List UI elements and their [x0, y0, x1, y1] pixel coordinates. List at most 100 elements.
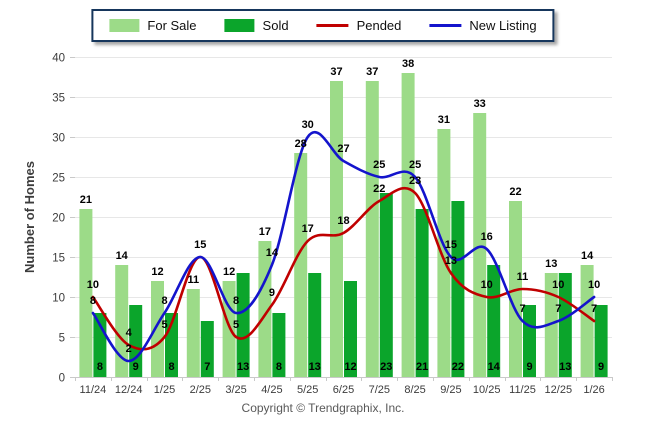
new-listing-value-label: 25	[409, 159, 421, 171]
bar-sold	[272, 313, 286, 377]
for-sale-value-label: 13	[545, 258, 557, 270]
new-listing-value-label: 15	[445, 239, 457, 251]
sold-value-label: 8	[168, 361, 174, 373]
x-tick-label: 12/24	[115, 384, 143, 396]
x-tick-label: 11/25	[509, 384, 536, 396]
x-tick-label: 7/25	[369, 384, 390, 396]
x-tick-label: 3/25	[225, 384, 246, 396]
sold-value-label: 12	[344, 361, 356, 373]
x-tick-label: 1/26	[583, 384, 604, 396]
pended-value-label: 9	[269, 287, 275, 299]
sold-value-label: 13	[237, 361, 249, 373]
bar-for-sale	[186, 289, 200, 377]
for-sale-value-label: 14	[116, 250, 129, 262]
legend-item-pended: Pended	[316, 18, 402, 33]
bar-sold	[344, 281, 357, 377]
y-tick-label: 10	[52, 293, 65, 305]
new-listing-value-label: 27	[337, 143, 349, 155]
bar-sold	[379, 193, 393, 377]
y-tick-label: 40	[52, 53, 65, 65]
x-tick-label: 10/25	[473, 384, 501, 396]
y-tick-label: 30	[52, 133, 65, 145]
bar-for-sale	[294, 153, 308, 377]
pended-value-label: 5	[161, 319, 167, 331]
x-tick-label: 9/25	[440, 384, 461, 396]
new-listing-value-label: 30	[302, 119, 314, 131]
for-sale-value-label: 21	[80, 194, 92, 206]
sold-value-label: 9	[526, 361, 532, 373]
y-tick-label: 5	[59, 333, 65, 345]
bar-for-sale	[473, 113, 487, 377]
x-tick-label: 4/25	[261, 384, 282, 396]
legend-label-pended: Pended	[356, 18, 402, 33]
y-tick-label: 20	[52, 213, 65, 225]
pended-value-label: 11	[517, 271, 529, 283]
new-listing-value-label: 10	[588, 279, 600, 291]
y-tick-label: 35	[52, 93, 65, 105]
for-sale-value-label: 17	[259, 226, 271, 238]
new-listing-value-label: 25	[373, 159, 385, 171]
pended-value-label: 18	[337, 215, 349, 227]
x-tick-label: 11/24	[80, 384, 107, 396]
bar-for-sale	[151, 281, 164, 377]
new-listing-value-label: 8	[161, 295, 167, 307]
new-listing-value-label: 8	[233, 295, 239, 307]
pended-value-label: 10	[552, 279, 564, 291]
bar-sold	[487, 265, 501, 377]
for-sale-value-label: 37	[366, 66, 378, 78]
sold-value-label: 23	[380, 361, 392, 373]
pended-value-label: 17	[302, 223, 314, 235]
x-tick-label: 12/25	[545, 384, 573, 396]
x-tick-label: 6/25	[333, 384, 354, 396]
y-tick-label: 0	[59, 373, 65, 385]
new-listing-line	[91, 130, 596, 363]
sold-value-label: 8	[276, 361, 282, 373]
pended-value-label: 13	[445, 255, 457, 267]
new-listing-value-label: 7	[519, 303, 525, 315]
new-listing-value-label: 14	[266, 247, 279, 259]
new-listing-value-label: 8	[90, 295, 96, 307]
bar-sold	[200, 321, 214, 377]
legend-item-new-listing: New Listing	[429, 18, 537, 33]
bar-sold	[415, 209, 429, 377]
x-tick-label: 2/25	[190, 384, 211, 396]
for-sale-value-label: 12	[223, 266, 235, 278]
sold-value-label: 13	[559, 361, 571, 373]
bar-sold	[236, 273, 250, 377]
y-tick-label: 15	[52, 253, 65, 265]
copyright-text: Copyright © Trendgraphix, Inc.	[241, 401, 405, 415]
sold-value-label: 9	[133, 361, 139, 373]
sold-value-label: 8	[97, 361, 103, 373]
bar-for-sale	[437, 129, 451, 377]
bar-sold	[594, 305, 608, 377]
y-tick-label: 25	[52, 173, 65, 185]
x-tick-label: 8/25	[404, 384, 425, 396]
for-sale-value-label: 31	[438, 114, 450, 126]
for-sale-value-label: 22	[509, 186, 521, 198]
for-sale-value-label: 38	[402, 58, 414, 70]
pended-value-label: 10	[481, 279, 493, 291]
sold-value-label: 22	[452, 361, 464, 373]
bar-for-sale	[330, 81, 343, 377]
legend-item-sold: Sold	[224, 18, 289, 33]
bar-for-sale	[115, 265, 129, 377]
sold-value-label: 14	[488, 361, 501, 373]
sold-value-label: 13	[309, 361, 321, 373]
for-sale-swatch	[109, 19, 140, 32]
new-listing-line-swatch	[429, 24, 462, 27]
pended-value-label: 22	[373, 183, 385, 195]
for-sale-value-label: 37	[330, 66, 342, 78]
pended-value-label: 7	[591, 303, 597, 315]
bar-for-sale	[401, 73, 415, 377]
for-sale-value-label: 12	[151, 266, 163, 278]
bar-for-sale	[580, 265, 594, 377]
legend-item-for-sale: For Sale	[109, 18, 197, 33]
y-axis-title: Number of Homes	[22, 161, 37, 273]
x-tick-label: 1/25	[154, 384, 175, 396]
sold-value-label: 9	[598, 361, 604, 373]
pended-value-label: 23	[409, 175, 421, 187]
sold-value-label: 21	[416, 361, 428, 373]
new-listing-value-label: 7	[555, 303, 561, 315]
legend-label-sold: Sold	[262, 18, 289, 33]
